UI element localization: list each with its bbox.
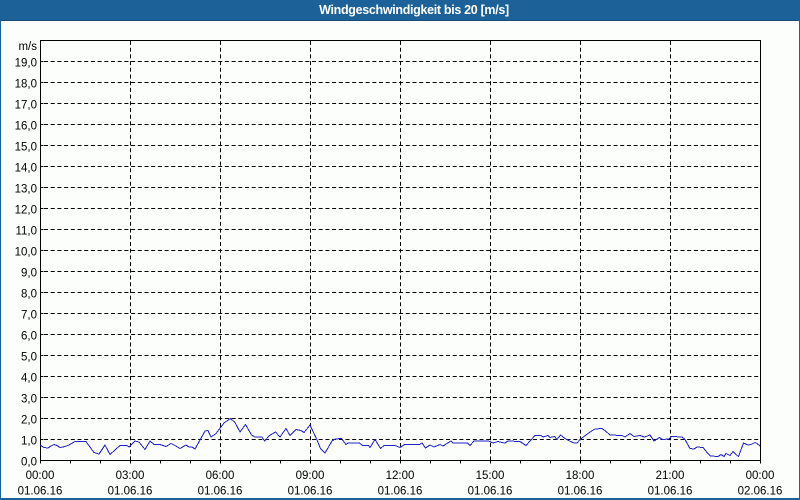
svg-text:4,0: 4,0 [21,373,37,385]
svg-text:01.06.16: 01.06.16 [288,486,333,498]
svg-text:18:00: 18:00 [566,470,595,482]
svg-text:01.06.16: 01.06.16 [648,486,693,498]
svg-text:Windgeschwindigkeit bis 20 [m/: Windgeschwindigkeit bis 20 [m/s] [319,3,509,17]
svg-text:0,0: 0,0 [21,457,37,469]
svg-text:15,0: 15,0 [15,142,37,154]
svg-text:3,0: 3,0 [21,394,37,406]
svg-text:21:00: 21:00 [656,470,685,482]
svg-text:01.06.16: 01.06.16 [18,486,63,498]
svg-text:2,0: 2,0 [21,415,37,427]
svg-text:m/s: m/s [18,41,37,53]
svg-text:06:00: 06:00 [206,470,235,482]
svg-text:8,0: 8,0 [21,289,37,301]
svg-text:00:00: 00:00 [26,470,55,482]
svg-text:15:00: 15:00 [476,470,505,482]
svg-text:7,0: 7,0 [21,310,37,322]
svg-text:10,0: 10,0 [15,247,37,259]
svg-text:00:00: 00:00 [746,470,775,482]
svg-text:01.06.16: 01.06.16 [108,486,153,498]
svg-text:01.06.16: 01.06.16 [468,486,513,498]
svg-text:16,0: 16,0 [15,121,37,133]
svg-text:09:00: 09:00 [296,470,325,482]
svg-text:14,0: 14,0 [15,163,37,175]
svg-text:12:00: 12:00 [386,470,415,482]
svg-text:13,0: 13,0 [15,184,37,196]
svg-text:1,0: 1,0 [21,436,37,448]
svg-text:03:00: 03:00 [116,470,145,482]
svg-text:17,0: 17,0 [15,100,37,112]
svg-text:9,0: 9,0 [21,268,37,280]
svg-text:11,0: 11,0 [15,226,37,238]
svg-text:5,0: 5,0 [21,352,37,364]
svg-text:01.06.16: 01.06.16 [378,486,423,498]
svg-text:12,0: 12,0 [15,205,37,217]
svg-text:01.06.16: 01.06.16 [198,486,243,498]
svg-text:02.06.16: 02.06.16 [738,486,783,498]
svg-text:19,0: 19,0 [15,58,37,70]
svg-text:18,0: 18,0 [15,79,37,91]
svg-text:6,0: 6,0 [21,331,37,343]
svg-text:01.06.16: 01.06.16 [558,486,603,498]
